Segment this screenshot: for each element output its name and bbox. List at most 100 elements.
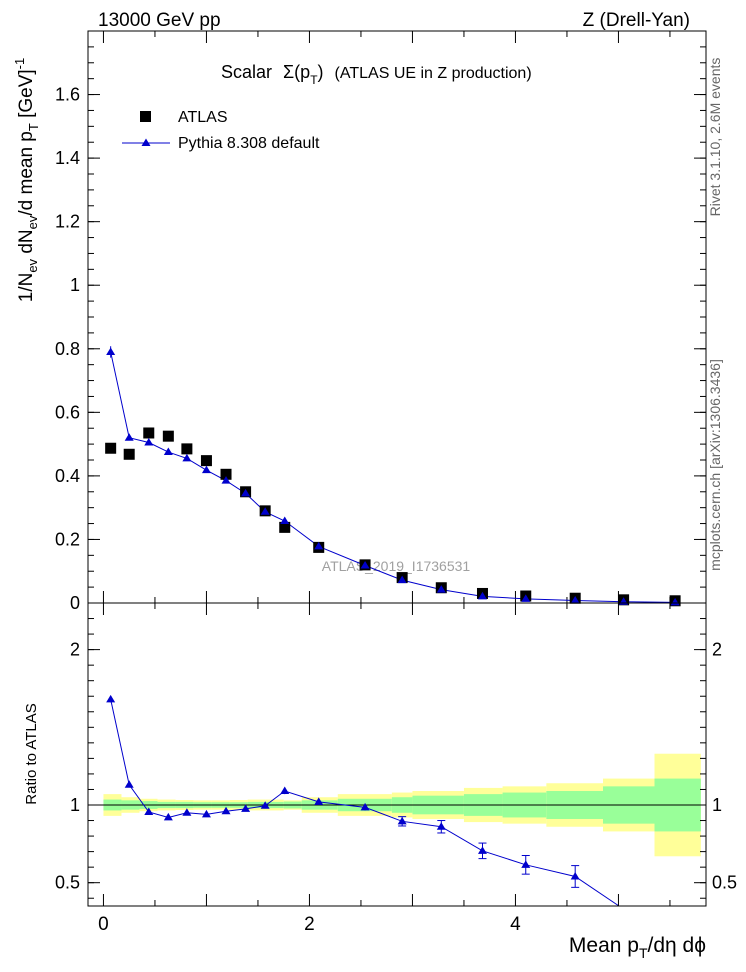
pythia-ratio-point bbox=[106, 694, 116, 703]
main-y-axis-label: 1/Nev dNev/d mean pT [GeV]-1 bbox=[12, 58, 41, 303]
xlabel-rest: /dη dϕ bbox=[648, 934, 706, 957]
pythia-ratio-point bbox=[221, 806, 231, 815]
main-x-axis-ticks bbox=[102, 31, 671, 603]
pythia-data-point bbox=[360, 561, 370, 569]
ratio-y-tick-label: 1 bbox=[70, 795, 80, 815]
atlas-data-point bbox=[181, 443, 193, 455]
main-y-tick-label: 0.8 bbox=[55, 339, 80, 359]
pythia-data-point bbox=[280, 516, 290, 525]
pythia-ratio-point bbox=[314, 797, 324, 805]
x-axis-label: Mean pT/dη dϕ bbox=[569, 934, 706, 961]
legend-pythia-label: Pythia 8.308 default bbox=[178, 135, 320, 152]
pythia-ratio-point bbox=[521, 860, 531, 868]
pythia-data-point bbox=[436, 585, 446, 593]
plot-title-close: ) bbox=[318, 62, 324, 82]
pythia-data-point bbox=[570, 595, 580, 604]
pythia-ratio-point bbox=[124, 780, 134, 788]
ylabel-part: /d mean p bbox=[16, 131, 37, 216]
ratio-x-axis: 0 2 4 bbox=[98, 603, 671, 935]
ylabel-part: [GeV] bbox=[16, 69, 37, 123]
legend-atlas-label: ATLAS bbox=[178, 109, 228, 126]
main-y-tick-label: 0.4 bbox=[55, 466, 80, 486]
pythia-ratio-point bbox=[201, 809, 211, 818]
ratio-y-axis: 0.5 0.5 1 1 2 2 bbox=[55, 618, 737, 899]
x-tick-label: 0 bbox=[98, 914, 109, 935]
plot-title-sub: T bbox=[310, 73, 318, 87]
legend-pythia-marker bbox=[141, 138, 151, 146]
pythia-data-point bbox=[124, 433, 134, 441]
pythia-data-point bbox=[163, 447, 173, 456]
ratio-y-tick-label: 2 bbox=[70, 640, 80, 660]
atlas-data-point bbox=[143, 427, 155, 439]
ylabel-part: dN bbox=[16, 229, 37, 259]
main-panel: 0 0.2 0.4 0.6 0.8 1 1.2 1.4 1.6 ATLAS_2019_I1736… bbox=[12, 30, 707, 613]
main-y-tick-label: 0.2 bbox=[55, 529, 80, 549]
collision-label: 13000 GeV pp bbox=[98, 10, 221, 31]
pythia-data-point bbox=[106, 347, 116, 355]
xlabel-sub: T bbox=[639, 945, 648, 961]
main-y-tick-label: 0.6 bbox=[55, 402, 80, 422]
main-y-tick-label: 1.6 bbox=[55, 85, 80, 105]
pythia-data-point bbox=[521, 594, 531, 602]
pythia-ratio-point bbox=[260, 801, 270, 809]
main-y-tick-label: 1.4 bbox=[55, 148, 80, 168]
pythia-data-point bbox=[201, 465, 211, 474]
atlas-data-point bbox=[123, 448, 135, 460]
pythia-data-point bbox=[397, 575, 407, 584]
ratio-y-axis-label: Ratio to ATLAS bbox=[23, 703, 40, 804]
plot-title-sigma: Σ(p bbox=[283, 62, 310, 82]
pythia-data-point bbox=[182, 453, 192, 462]
pythia-ratio-point bbox=[241, 804, 251, 812]
analysis-watermark: ATLAS_2019_I1736531 bbox=[322, 558, 471, 574]
pythia-data-point bbox=[314, 541, 324, 550]
ratio-y-tick-label-right: 0.5 bbox=[712, 873, 737, 893]
x-tick-label: 2 bbox=[304, 914, 315, 935]
plot-title-rest: (ATLAS UE in Z production) bbox=[335, 65, 532, 82]
atlas-data-point bbox=[279, 521, 291, 533]
x-tick-label: 4 bbox=[510, 914, 521, 935]
pythia-ratio-point bbox=[280, 786, 290, 795]
pythia-ratio-point bbox=[397, 816, 407, 825]
ylabel-sub: ev bbox=[25, 215, 40, 229]
pythia-data-point bbox=[260, 507, 270, 515]
ratio-panel: 0.5 0.5 1 1 2 2 0 2 4 Ratio to ATLAS bbox=[23, 602, 737, 935]
atlas-data-point bbox=[220, 468, 232, 480]
pythia-ratio-point bbox=[163, 812, 173, 821]
pythia-data-point bbox=[241, 488, 251, 497]
ratio-y-tick-label: 0.5 bbox=[55, 873, 80, 893]
ratio-y-tick-label-right: 1 bbox=[712, 795, 722, 815]
pythia-data-point bbox=[144, 438, 154, 446]
ylabel-part: 1/N bbox=[16, 273, 37, 303]
main-y-tick-label: 1.2 bbox=[55, 212, 80, 232]
ylabel-sub: ev bbox=[25, 258, 40, 272]
main-y-tick-label: 0 bbox=[70, 593, 80, 613]
pythia-data-point bbox=[221, 476, 231, 484]
ratio-plot-frame bbox=[87, 602, 707, 907]
ratio-y-tick-label-right: 2 bbox=[712, 640, 722, 660]
main-y-axis: 0 0.2 0.4 0.6 0.8 1 1.2 1.4 1.6 bbox=[55, 30, 706, 613]
xlabel-main: Mean p bbox=[569, 934, 639, 957]
legend: ATLAS Pythia 8.308 default bbox=[122, 109, 320, 152]
pythia-ratio-point bbox=[477, 846, 487, 854]
plot-title: Scalar Σ(pT) (ATLAS UE in Z production) bbox=[221, 62, 532, 87]
pythia-ratio-point bbox=[144, 807, 154, 815]
pythia-ratio-point bbox=[360, 802, 370, 811]
atlas-data-point bbox=[162, 430, 174, 442]
ylabel-sup: -1 bbox=[12, 58, 27, 70]
legend-atlas-marker bbox=[140, 111, 151, 122]
main-y-tick-label: 1 bbox=[70, 275, 80, 295]
mcplots-reference-label: mcplots.cern.ch [arXiv:1306.3436] bbox=[707, 359, 723, 571]
pythia-data-point bbox=[477, 591, 487, 600]
pythia-ratio-point bbox=[436, 822, 446, 830]
plot-title-main: Scalar bbox=[221, 62, 272, 82]
rivet-version-label: Rivet 3.1.10, 2.6M events bbox=[707, 58, 723, 217]
pythia-ratio-point bbox=[182, 808, 192, 816]
atlas-data-point bbox=[200, 455, 212, 467]
pythia-ratio-line bbox=[110, 699, 620, 907]
ylabel-sub: T bbox=[26, 123, 41, 131]
main-series-layer bbox=[105, 346, 681, 607]
pythia-ratio-point bbox=[570, 871, 580, 880]
ratio-series-layer bbox=[106, 694, 620, 907]
process-label: Z (Drell-Yan) bbox=[583, 10, 690, 31]
